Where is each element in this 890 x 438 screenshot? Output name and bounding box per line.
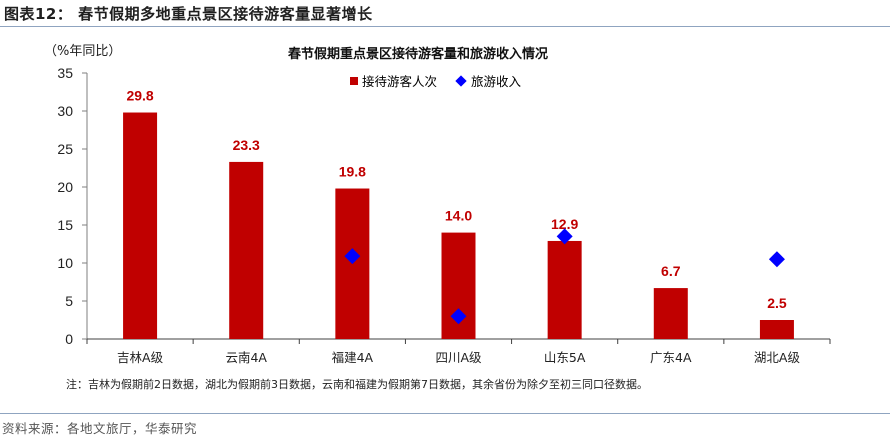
diamond-series [344,228,785,325]
bar-value-label: 6.7 [661,263,681,279]
legend-label-visitors: 接待游客人次 [362,74,438,89]
chart-title: 春节假期重点景区接待游客量和旅游收入情况 [288,47,549,62]
legend: 接待游客人次 旅游收入 [350,71,521,90]
bar [229,161,264,339]
diamond-marker-icon [556,228,573,245]
x-axis: 吉林A级 云南4A 福建4A 四川A级 山东5A 广东4A 湖北A级 [86,338,831,365]
x-category-label: 云南4A [225,350,267,365]
y-unit-label: （%年同比） [44,44,122,59]
legend-item-visitors: 接待游客人次 [350,71,437,90]
top-divider [0,26,890,27]
x-category-label: 湖北A级 [754,350,801,365]
bar-value-label: 12.9 [551,216,578,232]
bottom-divider [0,413,890,414]
x-category-label: 山东5A [544,350,586,365]
figure-title: 图表12： 春节假期多地重点景区接待游客量显著增长 [4,5,373,23]
y-axis: 0 5 10 15 20 25 30 35 [57,65,88,347]
y-tick-label: 20 [57,179,73,195]
bar [759,320,794,339]
bar [547,240,582,339]
source-text: 资料来源：各地文旅厅，华泰研究 [2,421,198,436]
x-category-label: 吉林A级 [117,350,164,365]
chart-note: 注：吉林为假期前2日数据，湖北为假期前3日数据，云南和福建为假期第7日数据，其余… [66,378,648,391]
y-tick-label: 0 [65,331,73,347]
bar-value-label: 23.3 [233,137,260,153]
diamond-marker-icon [450,308,467,325]
bar [123,112,158,340]
bar-value-label: 19.8 [339,164,366,180]
bar-value-label: 29.8 [126,88,153,104]
y-tick-label: 5 [65,293,73,309]
x-category-label: 四川A级 [435,350,482,365]
y-tick-label: 35 [57,65,73,81]
bar-value-label: 2.5 [767,295,787,311]
bar [653,288,688,339]
bar-swatch-icon [350,76,358,85]
y-tick-label: 30 [57,103,73,119]
x-category-label: 广东4A [650,350,692,365]
diamond-marker-icon [768,251,785,268]
y-tick-label: 25 [57,141,73,157]
legend-label-revenue: 旅游收入 [471,74,522,89]
y-tick-label: 10 [57,255,73,271]
bar-value-labels: 29.8 23.3 19.8 14.0 12.9 6.7 2.5 [126,88,786,311]
diamond-marker-icon [344,248,361,265]
x-category-label: 福建4A [332,350,374,365]
bar-series [123,112,794,340]
legend-item-revenue: 旅游收入 [455,71,522,90]
bar-value-label: 14.0 [445,208,472,224]
y-tick-label: 15 [57,217,73,233]
